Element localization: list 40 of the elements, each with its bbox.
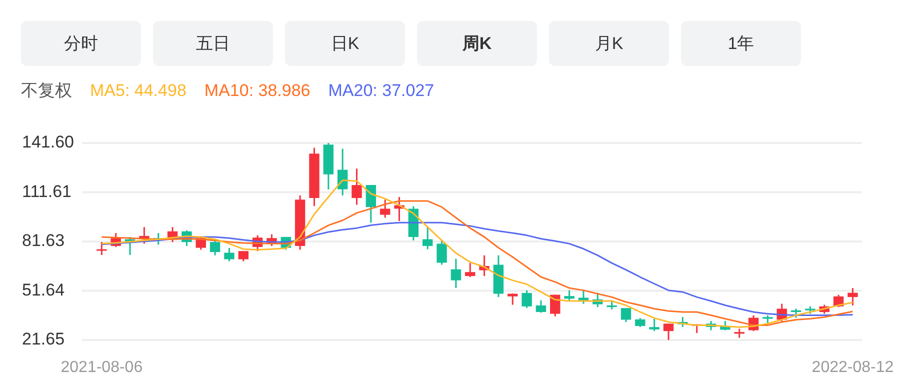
text: 月K [549, 21, 669, 66]
candlestick [790, 308, 802, 318]
candlestick [465, 262, 476, 278]
candlestick [224, 247, 234, 262]
candlestick [352, 168, 362, 206]
text: MA20: 37.027 [328, 81, 434, 100]
y-tick-label: 141.60 [22, 132, 74, 152]
text: 五日 [153, 21, 273, 66]
x-tick-label: 2021-08-06 [60, 359, 143, 376]
legend-title: 不复权 [21, 81, 72, 100]
y-tick-label: 21.65 [22, 330, 65, 349]
text: 1年 [681, 21, 801, 66]
candlestick [422, 226, 433, 250]
candlestick [649, 318, 660, 332]
candlestick [578, 290, 589, 305]
candlestick [606, 300, 617, 310]
x-tick-label: 2022-08-12 [812, 359, 894, 376]
candlestick [848, 287, 858, 306]
candlestick [436, 240, 447, 266]
text: 分时 [21, 21, 141, 66]
candlestick [238, 250, 248, 262]
candlestick [522, 290, 532, 309]
candlestick [564, 290, 574, 302]
candlestick [508, 292, 518, 306]
text: MA10: 38.986 [204, 81, 310, 100]
y-tick-label: 81.63 [22, 231, 65, 250]
candlestick [210, 238, 220, 256]
y-tick-label: 111.61 [22, 182, 72, 201]
text: 周K [417, 21, 537, 66]
y-tick-label: 51.64 [22, 280, 65, 300]
text: 日K [285, 21, 405, 66]
candlestick [96, 241, 107, 256]
candlestick [663, 322, 674, 341]
candlestick [380, 198, 390, 218]
candlestick [366, 184, 376, 224]
candlestick [536, 300, 546, 314]
text: MA5: 44.498 [90, 81, 186, 100]
candlestick [734, 328, 744, 339]
candlestick [450, 258, 462, 289]
candlestick [620, 307, 632, 323]
